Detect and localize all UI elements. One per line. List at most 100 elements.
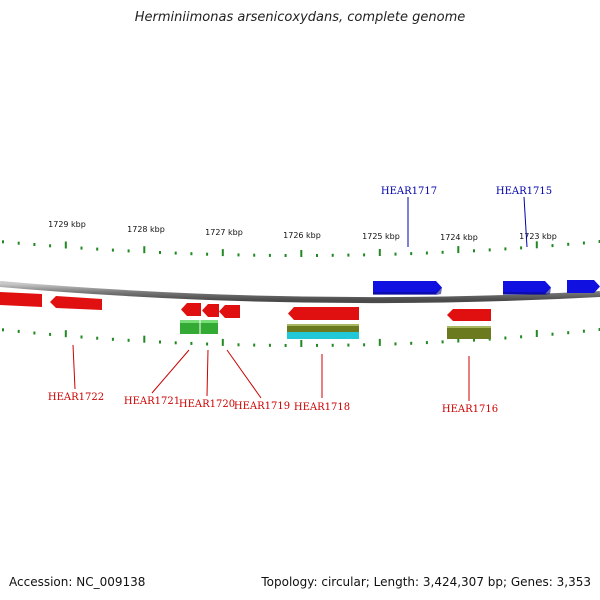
- reverse-minor-tick: [394, 342, 397, 346]
- label-HEAR1719[interactable]: HEAR1719: [234, 401, 290, 412]
- map-title: Herminiimonas arsenicoxydans, complete g…: [134, 10, 466, 25]
- forward-minor-tick: [268, 253, 271, 257]
- reverse-minor-tick: [49, 332, 52, 336]
- forward-minor-tick: [504, 247, 507, 251]
- minor-ticks-forward: [2, 240, 600, 257]
- gene-arrow-HEAR1718[interactable]: [288, 307, 359, 320]
- leader-HEAR1720: [206, 349, 209, 397]
- label-HEAR1718[interactable]: HEAR1718: [294, 402, 350, 413]
- forward-major-tick: [535, 241, 538, 249]
- label-HEAR1716[interactable]: HEAR1716: [442, 404, 498, 415]
- forward-major-tick: [378, 249, 381, 256]
- forward-minor-tick: [441, 250, 444, 254]
- reverse-minor-tick: [567, 331, 570, 335]
- reverse-minor-tick: [268, 343, 271, 347]
- reverse-major-tick: [221, 338, 224, 346]
- leader-HEAR1722: [72, 344, 76, 390]
- reverse-minor-tick: [127, 338, 130, 342]
- reverse-minor-tick: [206, 342, 209, 346]
- reverse-minor-tick: [520, 335, 523, 339]
- gene-arrow-HEAR1716[interactable]: [447, 309, 491, 321]
- genome-backbone: [0, 281, 600, 304]
- forward-minor-tick: [237, 253, 240, 257]
- reverse-minor-tick: [473, 338, 475, 342]
- feature-green-block[interactable]: [180, 320, 218, 334]
- gene-arrow-HEAR1721[interactable]: [181, 303, 201, 316]
- leader-HEAR1721: [151, 349, 190, 394]
- forward-minor-tick: [410, 252, 413, 256]
- minor-ticks-reverse: [2, 328, 600, 347]
- reverse-major-tick: [64, 330, 67, 338]
- reverse-major-tick: [143, 335, 146, 343]
- reverse-minor-tick: [347, 343, 350, 347]
- reverse-minor-tick: [410, 341, 413, 345]
- reverse-minor-tick: [80, 335, 83, 339]
- forward-minor-tick: [567, 242, 570, 246]
- gene-arrow-partial-right[interactable]: [567, 280, 600, 293]
- label-HEAR1715[interactable]: HEAR1715: [496, 186, 552, 197]
- forward-minor-tick: [598, 240, 600, 243]
- forward-minor-tick: [520, 246, 523, 250]
- forward-minor-tick: [206, 252, 209, 256]
- reverse-minor-tick: [2, 328, 4, 332]
- forward-minor-tick: [551, 244, 554, 248]
- reverse-minor-tick: [316, 343, 318, 347]
- forward-major-tick: [221, 249, 224, 257]
- reverse-minor-tick: [441, 340, 444, 344]
- forward-minor-tick: [96, 247, 99, 251]
- reverse-major-tick: [378, 338, 381, 346]
- feature-olive-block-1[interactable]: [287, 324, 359, 332]
- reverse-minor-tick: [582, 329, 585, 333]
- gene-arrow-HEAR1715[interactable]: [503, 281, 551, 294]
- gene-arrow-HEAR1722[interactable]: [50, 296, 102, 310]
- forward-minor-tick: [2, 240, 4, 244]
- gene-arrow-HEAR1717[interactable]: [373, 281, 442, 294]
- label-HEAR1720[interactable]: HEAR1720: [179, 399, 235, 410]
- tick-label-1726: 1726 kbp: [283, 231, 321, 240]
- label-HEAR1717[interactable]: HEAR1717: [381, 186, 437, 197]
- forward-minor-tick: [347, 253, 350, 257]
- forward-minor-tick: [49, 244, 52, 248]
- forward-minor-tick: [111, 248, 114, 252]
- forward-minor-tick: [425, 251, 428, 255]
- label-HEAR1721[interactable]: HEAR1721: [124, 396, 180, 407]
- gene-arrow-HEAR1720[interactable]: [202, 304, 219, 317]
- reverse-minor-tick: [331, 343, 334, 347]
- leader-HEAR1715: [523, 196, 528, 248]
- accession-text: Accession: NC_009138: [9, 575, 146, 589]
- reverse-minor-tick: [111, 337, 114, 341]
- forward-major-tick: [300, 250, 303, 257]
- label-HEAR1722[interactable]: HEAR1722: [48, 392, 104, 403]
- tick-label-1729: 1729 kbp: [48, 220, 86, 229]
- feature-cyan-block[interactable]: [287, 332, 359, 339]
- forward-minor-tick: [80, 246, 83, 250]
- genome-summary-text: Topology: circular; Length: 3,424,307 bp…: [261, 575, 591, 589]
- forward-minor-tick: [174, 251, 177, 255]
- tick-label-1728: 1728 kbp: [127, 225, 165, 234]
- leader-HEAR1719: [226, 349, 262, 399]
- forward-minor-tick: [331, 253, 334, 257]
- feature-olive-block-2[interactable]: [447, 326, 491, 339]
- reverse-minor-tick: [284, 344, 287, 347]
- gene-arrow-HEAR1719[interactable]: [219, 305, 240, 318]
- reverse-minor-tick: [598, 328, 600, 331]
- forward-minor-tick: [488, 248, 491, 252]
- forward-minor-tick: [127, 249, 130, 253]
- label-leaders: [72, 196, 528, 401]
- forward-major-tick: [64, 241, 67, 249]
- forward-minor-tick: [253, 253, 256, 257]
- tick-label-1725: 1725 kbp: [362, 232, 400, 241]
- reverse-major-tick: [300, 340, 303, 347]
- tick-label-1727: 1727 kbp: [205, 228, 243, 237]
- gene-arrow-HEAR1722-partial[interactable]: [0, 292, 42, 307]
- reverse-minor-tick: [488, 337, 491, 341]
- forward-minor-tick: [316, 254, 318, 257]
- reverse-minor-tick: [159, 340, 161, 344]
- forward-minor-tick: [17, 241, 20, 245]
- forward-minor-tick: [33, 243, 36, 246]
- forward-minor-tick: [284, 254, 287, 257]
- reverse-minor-tick: [363, 343, 366, 347]
- forward-minor-tick: [363, 253, 366, 257]
- reverse-minor-tick: [96, 336, 99, 340]
- reverse-minor-tick: [33, 331, 36, 335]
